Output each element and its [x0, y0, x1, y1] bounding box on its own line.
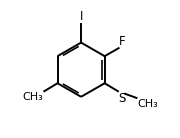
Text: CH₃: CH₃	[23, 92, 44, 102]
Text: I: I	[79, 10, 83, 23]
Text: F: F	[119, 35, 126, 48]
Text: S: S	[119, 92, 126, 105]
Text: CH₃: CH₃	[137, 99, 158, 109]
